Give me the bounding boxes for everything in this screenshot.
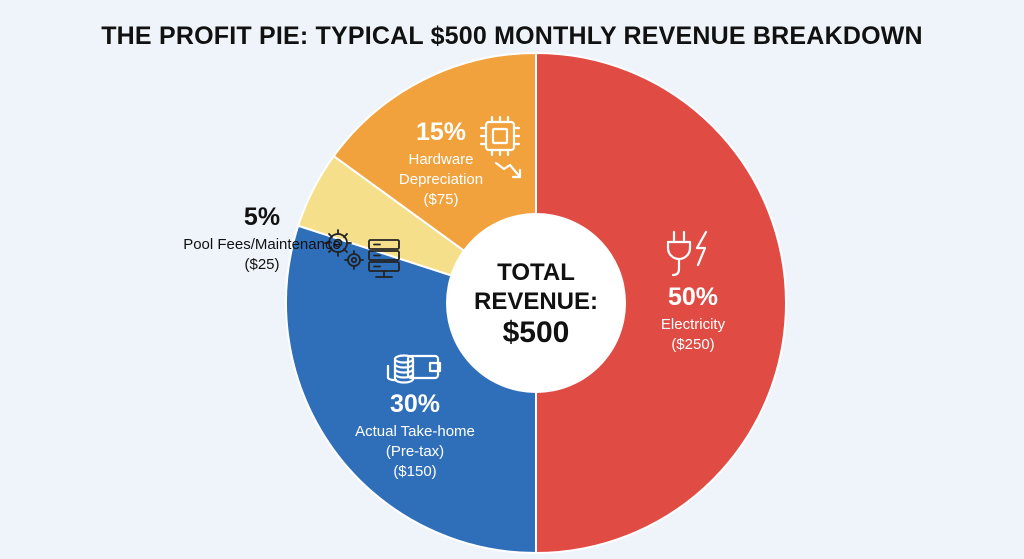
chip-trend-down-icon: [479, 115, 522, 179]
pie-slice-0: [535, 51, 787, 555]
center-label-line: $500: [503, 316, 570, 349]
center-label-line: REVENUE:: [474, 288, 598, 315]
slice-amount-label: ($150): [393, 463, 436, 480]
slice-name-label: Pool Fees/Maintenance: [183, 236, 341, 253]
center-label-line: TOTAL: [497, 259, 575, 286]
slice-percent-label: 50%: [668, 283, 718, 311]
slice-amount-label: ($75): [423, 191, 458, 208]
slice-amount-label: ($25): [244, 256, 279, 273]
slice-name-label: (Pre-tax): [386, 443, 444, 460]
donut-center: [446, 213, 626, 393]
slice-amount-label: ($250): [671, 336, 714, 353]
plug-lightning-icon: [666, 230, 708, 277]
slice-percent-label: 30%: [390, 390, 440, 418]
slice-name-label: Depreciation: [399, 171, 483, 188]
slice-name-label: Electricity: [661, 316, 726, 333]
slice-percent-label: 15%: [416, 118, 466, 146]
slice-name-label: Actual Take-home: [355, 423, 475, 440]
gears-server-icon: [324, 229, 400, 278]
slice-name-label: Hardware: [408, 151, 473, 168]
slice-labels: 50% Electricity ($250) 30% Actual Take-home (…: [183, 118, 725, 480]
slice-percent-label: 5%: [244, 203, 280, 231]
coins-wallet-icon: [386, 354, 442, 384]
chart-title: THE PROFIT PIE: TYPICAL $500 MONTHLY REV…: [101, 22, 923, 50]
